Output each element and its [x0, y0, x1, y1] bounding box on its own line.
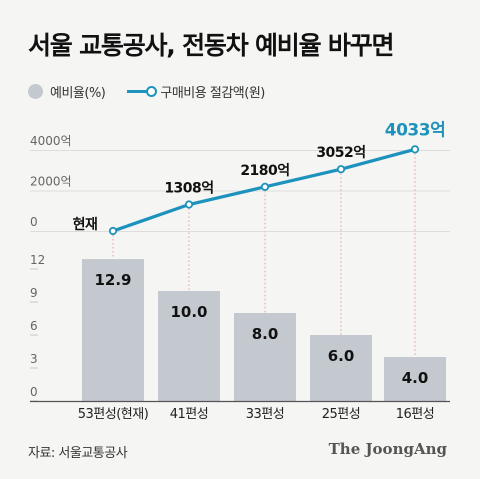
bar-data-label: 10.0: [170, 303, 207, 321]
savings-point: [108, 226, 118, 236]
chart-title: 서울 교통공사, 전동차 예비율 바꾸면: [28, 31, 395, 60]
savings-point: [260, 182, 270, 191]
legend-saving-label: 구매비용 절감액(원): [160, 85, 265, 101]
bar: [82, 259, 144, 401]
bar-y-tick-label: 12: [30, 253, 45, 267]
bar-data-label: 12.9: [94, 271, 131, 289]
x-category-label: 41편성: [170, 407, 208, 422]
savings-data-label: 3052억: [316, 145, 365, 161]
savings-data-label: 1308억: [164, 181, 213, 197]
bar-y-tick-label: 3: [30, 352, 38, 366]
savings-point: [184, 200, 194, 209]
savings-data-label: 4033억: [385, 120, 445, 140]
legend-line-swatch: [127, 84, 158, 98]
brand-logo-text: The JoongAng: [328, 440, 447, 458]
bar-data-label: 6.0: [328, 347, 355, 365]
x-category-label: 53편성(현재): [78, 407, 149, 422]
bar: [310, 335, 372, 401]
legend-bar-swatch: [28, 83, 43, 99]
bar-y-tick-label: 9: [30, 286, 38, 300]
savings-data-label: 현재: [73, 217, 98, 233]
bar: [234, 313, 296, 401]
legend-ratio-label: 예비율(%): [50, 85, 106, 101]
bar-y-tick-label: 6: [30, 319, 38, 333]
bar-data-label: 8.0: [252, 325, 279, 343]
savings-point: [336, 165, 346, 174]
savings-point: [410, 145, 420, 154]
bar: [158, 291, 220, 401]
legend: 예비율(%) 구매비용 절감액(원): [28, 80, 265, 102]
bar: [384, 357, 446, 401]
savings-data-label: 2180억: [240, 163, 289, 179]
line-y-tick-label: 0: [30, 215, 38, 229]
line-y-tick-label: 2000억: [30, 175, 72, 189]
bar-data-label: 4.0: [402, 369, 429, 387]
bar-y-tick-label: 0: [30, 385, 38, 399]
x-category-label: 16편성: [396, 407, 434, 422]
x-category-label: 25편성: [322, 407, 360, 422]
source-note: 자료: 서울교통공사: [28, 446, 128, 461]
x-category-label: 33편성: [246, 407, 284, 422]
line-y-tick-label: 4000억: [30, 134, 72, 148]
